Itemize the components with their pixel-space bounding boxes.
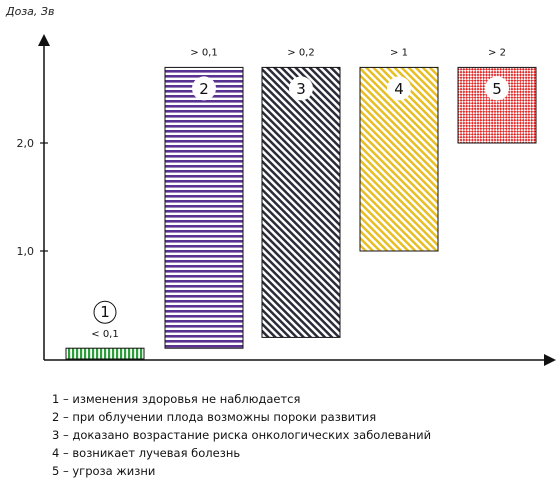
y-axis-arrow <box>38 34 50 46</box>
y-axis-label: Доза, Зв <box>5 5 54 18</box>
bar-2 <box>164 66 244 349</box>
bar-1 <box>65 347 145 360</box>
x-axis-arrow <box>544 354 556 366</box>
bar-1-caption: < 0,1 <box>91 329 118 340</box>
bar-1-number-circle <box>93 300 117 324</box>
legend-item-1: 1 – изменения здоровья не наблюдается <box>52 392 301 406</box>
bar-2-number-circle <box>192 76 216 101</box>
bar-3-number-circle <box>289 76 313 101</box>
bar-2-caption: > 0,1 <box>190 47 217 58</box>
bar-4-caption: > 1 <box>390 47 408 58</box>
y-tick-label: 1,0 <box>17 245 35 258</box>
legend-item-3: 3 – доказано возрастание риска онкологич… <box>52 428 432 442</box>
bar-3-number: 3 <box>296 80 306 98</box>
y-tick-label: 2,0 <box>17 137 35 150</box>
legend-item-4: 4 – возникает лучевая болезнь <box>52 446 241 460</box>
legend-item-2: 2 – при облучении плода возможны пороки … <box>52 410 377 424</box>
legend-item-5: 5 – угроза жизни <box>52 464 156 478</box>
bar-4-number: 4 <box>394 80 404 98</box>
bar-3 <box>261 66 341 338</box>
bar-5-number-circle <box>485 76 509 101</box>
bar-2-number: 2 <box>199 80 209 98</box>
bar-1-number: 1 <box>100 303 110 321</box>
legend: 1 – изменения здоровья не наблюдается 2 … <box>52 390 431 480</box>
bar-4-number-circle <box>387 76 411 101</box>
bar-5-number: 5 <box>492 80 502 98</box>
bar-3-caption: > 0,2 <box>287 47 314 58</box>
bar-5-caption: > 2 <box>488 47 506 58</box>
dose-chart: Доза, Зв 1,0 2,0 < 0,1 1 > 0,1 2 > 0,2 3 > 1 4 > … <box>5 5 556 366</box>
